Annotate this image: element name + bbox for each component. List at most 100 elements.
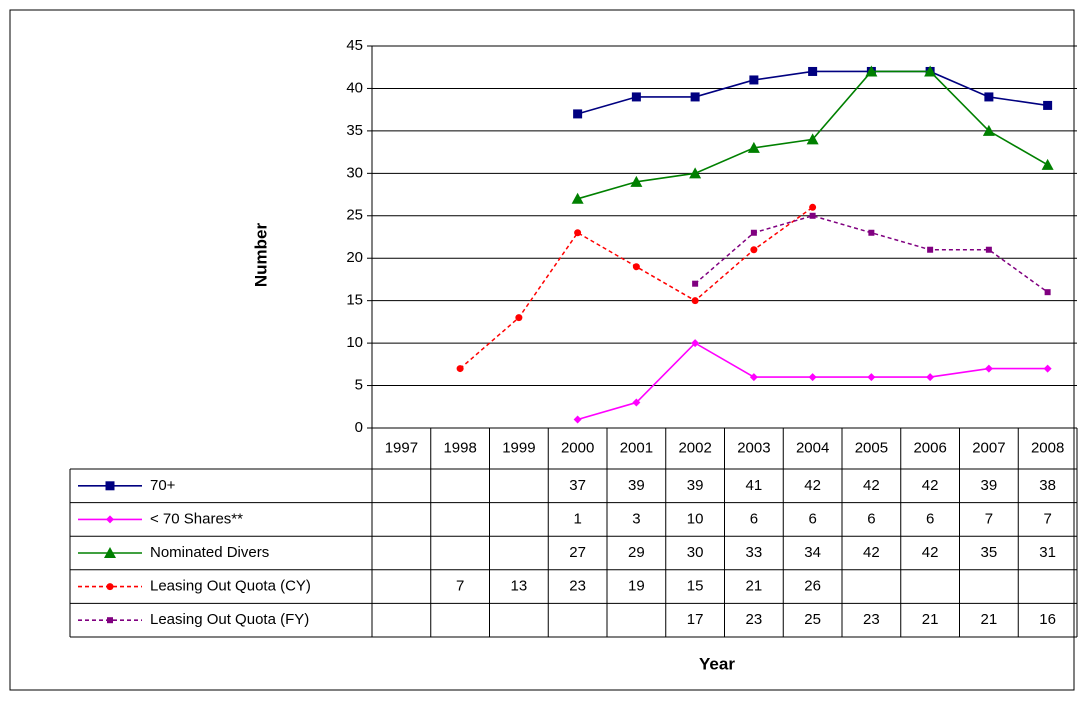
table-value: 37 [569, 477, 586, 494]
table-value: 6 [926, 510, 934, 527]
legend-marker [106, 515, 114, 524]
point [926, 373, 935, 382]
point [574, 229, 582, 237]
table-value: 15 [687, 578, 704, 595]
point [927, 246, 934, 253]
table-value: 39 [628, 477, 645, 494]
table-value: 21 [922, 611, 939, 628]
point [691, 339, 700, 348]
table-value: 39 [687, 477, 704, 494]
legend-label: 70+ [150, 477, 176, 494]
table-value: 29 [628, 544, 645, 561]
point [1043, 100, 1053, 110]
x-tick-label: 1997 [385, 439, 418, 456]
table-value: 35 [981, 544, 998, 561]
point [806, 133, 819, 145]
table-value: 10 [687, 510, 704, 527]
table-value: 27 [569, 544, 586, 561]
table-value: 42 [804, 477, 821, 494]
y-tick-label: 25 [346, 207, 363, 224]
table-value: 23 [746, 611, 763, 628]
point [924, 65, 937, 77]
x-tick-label: 2000 [561, 439, 594, 456]
point [571, 192, 584, 204]
table-value: 34 [804, 544, 821, 561]
table-value: 42 [922, 477, 939, 494]
x-tick-label: 2004 [796, 439, 829, 456]
point [573, 109, 583, 119]
table-value: 41 [746, 477, 763, 494]
x-tick-label: 2005 [855, 439, 888, 456]
point [691, 297, 699, 305]
x-tick-label: 2006 [913, 439, 946, 456]
table-value: 19 [628, 578, 645, 595]
chart-border [9, 9, 1075, 691]
point [747, 141, 760, 153]
table-value: 42 [863, 477, 880, 494]
table-value: 39 [981, 477, 998, 494]
table-value: 6 [808, 510, 816, 527]
table-value: 25 [804, 611, 821, 628]
point [984, 92, 994, 102]
table-value: 23 [569, 578, 586, 595]
legend-label: Leasing Out Quota (FY) [150, 611, 309, 628]
x-tick-label: 2008 [1031, 439, 1064, 456]
legend-marker [107, 617, 113, 624]
point [982, 124, 995, 136]
point [749, 75, 759, 85]
point [690, 92, 700, 102]
point [749, 373, 758, 382]
x-tick-label: 2003 [737, 439, 770, 456]
y-tick-label: 15 [346, 292, 363, 309]
x-axis-label: Year [699, 654, 735, 673]
point [631, 92, 641, 102]
point [868, 229, 875, 236]
table-value: 33 [746, 544, 763, 561]
table-value: 6 [750, 510, 758, 527]
legend-label: Leasing Out Quota (CY) [150, 578, 311, 595]
table-value: 21 [981, 611, 998, 628]
point [1044, 289, 1051, 296]
y-tick-label: 0 [355, 419, 363, 436]
table-value: 26 [804, 578, 821, 595]
legend-marker [105, 481, 115, 491]
y-axis-label: Number [251, 223, 270, 288]
table-value: 6 [867, 510, 875, 527]
point [1043, 364, 1052, 373]
point [808, 373, 817, 382]
table-value: 16 [1039, 611, 1056, 628]
x-tick-label: 1998 [443, 439, 476, 456]
point [984, 364, 993, 373]
point [865, 65, 878, 77]
point [632, 263, 640, 271]
table-value: 30 [687, 544, 704, 561]
y-tick-label: 30 [346, 164, 363, 181]
legend-marker [104, 547, 116, 558]
table-value: 23 [863, 611, 880, 628]
point [692, 280, 699, 287]
point [750, 246, 758, 254]
point [750, 229, 757, 236]
table-value: 1 [573, 510, 581, 527]
table-value: 7 [456, 578, 464, 595]
table-value: 42 [863, 544, 880, 561]
point [515, 314, 523, 322]
legend-label: Nominated Divers [150, 544, 269, 561]
y-tick-label: 20 [346, 249, 363, 266]
y-tick-label: 35 [346, 122, 363, 139]
y-tick-label: 40 [346, 79, 363, 96]
point [867, 373, 876, 382]
point [573, 415, 582, 424]
legend-marker [106, 583, 114, 591]
point [632, 398, 641, 407]
y-tick-label: 10 [346, 334, 363, 351]
point [630, 175, 643, 187]
point [456, 365, 464, 373]
point [985, 246, 992, 253]
point [809, 212, 816, 219]
table-value: 7 [985, 510, 993, 527]
point [808, 66, 818, 76]
table-value: 42 [922, 544, 939, 561]
